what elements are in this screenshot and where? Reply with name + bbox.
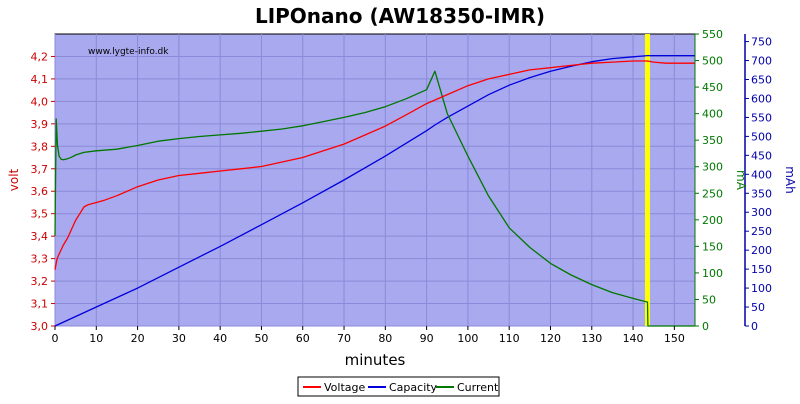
ma-tick-label-6: 300 bbox=[702, 161, 723, 174]
x-tick-label-9: 90 bbox=[420, 332, 434, 345]
x-tick-label-3: 30 bbox=[172, 332, 186, 345]
mah-tick-label-11: 550 bbox=[751, 111, 772, 124]
mah-tick-label-1: 50 bbox=[751, 301, 765, 314]
ma-tick-label-9: 450 bbox=[702, 81, 723, 94]
legend-label-voltage: Voltage bbox=[324, 381, 365, 394]
x-tick-label-0: 0 bbox=[52, 332, 59, 345]
x-tick-label-15: 150 bbox=[664, 332, 685, 345]
ma-tick-label-10: 500 bbox=[702, 55, 723, 68]
cutoff-marker-layer bbox=[645, 34, 651, 326]
plot-area bbox=[54, 33, 696, 327]
mah-tick-label-3: 150 bbox=[751, 263, 772, 276]
volt-tick-label-1: 3,1 bbox=[31, 298, 49, 311]
x-tick-label-6: 60 bbox=[296, 332, 310, 345]
x-tick-label-13: 130 bbox=[581, 332, 602, 345]
x-tick-label-4: 40 bbox=[213, 332, 227, 345]
volt-tick-label-3: 3,3 bbox=[31, 253, 49, 266]
axes-layer: 0 10 20 30 40 50 60 70 80 90 100 110 120 130 140 150 3,0… bbox=[31, 28, 773, 345]
mah-tick-label-13: 650 bbox=[751, 74, 772, 87]
legend-label-current: Current bbox=[457, 381, 499, 394]
volt-tick-label-11: 4,1 bbox=[31, 73, 49, 86]
x-tick-label-1: 10 bbox=[89, 332, 103, 345]
volt-tick-label-9: 3,9 bbox=[31, 118, 49, 131]
mah-tick-label-5: 250 bbox=[751, 225, 772, 238]
volt-tick-label-2: 3,2 bbox=[31, 275, 49, 288]
volt-tick-label-5: 3,5 bbox=[31, 208, 49, 221]
cutoff-marker bbox=[645, 34, 651, 326]
series-line-capacity bbox=[54, 54, 695, 327]
chart-title: LIPOnano (AW18350-IMR) bbox=[255, 4, 545, 28]
volt-tick-label-4: 3,4 bbox=[31, 230, 49, 243]
volt-tick-label-6: 3,6 bbox=[31, 185, 49, 198]
volt-tick-label-0: 3,0 bbox=[31, 320, 49, 333]
mah-tick-label-10: 500 bbox=[751, 130, 772, 143]
x-axis-label: minutes bbox=[345, 351, 406, 369]
x-tick-label-7: 70 bbox=[337, 332, 351, 345]
ma-tick-label-2: 100 bbox=[702, 267, 723, 280]
x-tick-label-11: 110 bbox=[499, 332, 520, 345]
volt-tick-label-10: 4,0 bbox=[31, 95, 49, 108]
legend-label-capacity: Capacity bbox=[389, 381, 438, 394]
mah-tick-label-15: 750 bbox=[751, 36, 772, 49]
y-axis-label-mah: mAh bbox=[783, 166, 797, 194]
series-line-voltage bbox=[54, 60, 695, 270]
mah-tick-label-12: 600 bbox=[751, 92, 772, 105]
x-tick-label-10: 100 bbox=[457, 332, 478, 345]
legend-box bbox=[297, 376, 500, 397]
y-axis-label-volt: volt bbox=[7, 168, 21, 191]
ma-tick-label-8: 400 bbox=[702, 108, 723, 121]
volt-tick-label-8: 3,8 bbox=[31, 140, 49, 153]
x-tick-label-12: 120 bbox=[540, 332, 561, 345]
ma-tick-label-5: 250 bbox=[702, 187, 723, 200]
x-tick-label-2: 20 bbox=[131, 332, 145, 345]
mah-tick-label-4: 200 bbox=[751, 244, 772, 257]
ma-tick-label-1: 50 bbox=[702, 293, 716, 306]
ma-tick-label-11: 550 bbox=[702, 28, 723, 41]
ma-tick-label-7: 350 bbox=[702, 134, 723, 147]
series-layer bbox=[54, 54, 695, 327]
legend: Voltage Capacity Current bbox=[297, 376, 500, 397]
mah-tick-label-0: 0 bbox=[751, 320, 758, 333]
mah-tick-label-9: 450 bbox=[751, 149, 772, 162]
mah-tick-label-2: 100 bbox=[751, 282, 772, 295]
mah-tick-label-8: 400 bbox=[751, 168, 772, 181]
ma-tick-label-4: 200 bbox=[702, 214, 723, 227]
series-line-current bbox=[54, 70, 695, 327]
mah-tick-label-6: 300 bbox=[751, 206, 772, 219]
volt-tick-label-7: 3,7 bbox=[31, 163, 49, 176]
mah-tick-label-7: 350 bbox=[751, 187, 772, 200]
ma-tick-label-3: 150 bbox=[702, 240, 723, 253]
volt-tick-label-12: 4,2 bbox=[31, 50, 49, 63]
x-tick-label-14: 140 bbox=[623, 332, 644, 345]
y-axis-label-ma: mA bbox=[734, 170, 748, 191]
grid-lines bbox=[54, 34, 695, 327]
x-tick-label-8: 80 bbox=[378, 332, 392, 345]
x-tick-label-5: 50 bbox=[254, 332, 268, 345]
watermark-text: www.lygte-info.dk bbox=[88, 47, 169, 57]
ma-tick-label-0: 0 bbox=[702, 320, 709, 333]
mah-tick-label-14: 700 bbox=[751, 55, 772, 68]
